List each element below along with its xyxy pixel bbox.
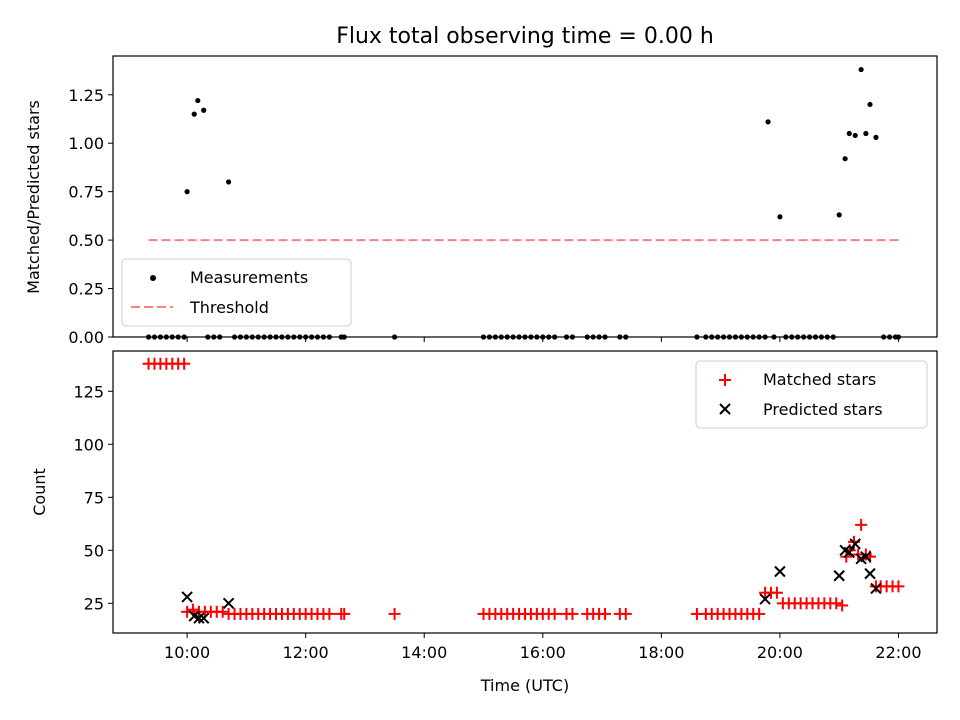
legend-label-measurements: Measurements	[190, 268, 308, 287]
matched-point	[599, 607, 612, 620]
measurement-point	[195, 97, 201, 104]
measurement-point	[867, 101, 873, 108]
y-tick-label: 0.00	[68, 328, 104, 347]
bottom-legend: Matched stars Predicted stars	[695, 360, 928, 429]
measurement-point	[184, 189, 190, 195]
measurement-point	[852, 132, 858, 139]
bottom-y-axis-label: Count	[30, 468, 49, 516]
matched-point	[753, 607, 766, 620]
x-tick-label: 18:00	[638, 643, 684, 662]
y-tick-label: 25	[84, 594, 104, 613]
predicted-point	[181, 591, 193, 603]
matched-point	[178, 357, 191, 370]
predicted-point	[774, 565, 786, 578]
top-legend: Measurements Threshold	[121, 258, 352, 327]
matched-point	[323, 607, 336, 620]
y-tick-label: 1.00	[68, 134, 104, 153]
predicted-point	[864, 567, 876, 580]
measurement-point	[777, 214, 783, 220]
measurement-point	[191, 111, 197, 117]
predicted-point	[197, 612, 210, 624]
y-tick-label: 0.25	[68, 280, 104, 299]
chart-title: Flux total observing time = 0.00 h	[336, 24, 714, 49]
y-tick-label: 50	[84, 541, 104, 560]
bottom-data-points	[142, 357, 905, 624]
matched-point	[388, 607, 401, 620]
predicted-point	[222, 597, 235, 610]
y-tick-label: 0.75	[68, 183, 104, 202]
matched-point	[830, 597, 843, 610]
measurement-point	[873, 134, 879, 140]
matched-point	[855, 518, 868, 531]
predicted-point	[833, 570, 845, 582]
legend-marker-measurements	[150, 275, 156, 281]
legend-label-threshold: Threshold	[189, 298, 269, 317]
measurement-point	[225, 179, 232, 185]
bottom-x-ticks: 10:00 12:00 14:00 16:00 18:00 20:00 22:00	[164, 633, 922, 662]
measurement-point	[858, 66, 864, 73]
predicted-point	[860, 550, 872, 563]
matched-point	[216, 605, 229, 618]
x-tick-label: 10:00	[164, 643, 210, 662]
measurement-point	[836, 212, 842, 218]
predicted-point	[193, 612, 205, 624]
y-tick-label: 75	[84, 488, 104, 507]
x-tick-label: 12:00	[283, 643, 329, 662]
y-tick-label: 1.25	[68, 86, 104, 105]
bottom-panel: 25 50 75 100 125 10:00 12:00 14:00 16:00 18:00 20…	[30, 350, 938, 695]
measurement-point	[201, 107, 207, 113]
measurement-point	[765, 119, 771, 125]
bottom-y-ticks: 25 50 75 100 125	[73, 382, 113, 613]
x-tick-label: 20:00	[757, 643, 803, 662]
matched-point	[566, 607, 579, 620]
y-tick-label: 0.50	[68, 231, 104, 250]
top-y-ticks: 0.00 0.25 0.50 0.75 1.00 1.25	[68, 86, 113, 347]
top-x-ticks	[186, 337, 899, 342]
x-tick-label: 14:00	[401, 643, 447, 662]
predicted-point	[759, 593, 771, 605]
y-tick-label: 125	[73, 382, 104, 401]
top-y-axis-label: Matched/Predicted stars	[24, 100, 43, 294]
y-tick-label: 100	[73, 435, 104, 454]
legend-label-matched: Matched stars	[763, 370, 876, 389]
matched-point	[836, 599, 849, 612]
matched-point	[338, 607, 351, 620]
x-axis-label: Time (UTC)	[480, 676, 569, 695]
legend-marker-matched	[719, 374, 731, 386]
matched-point	[770, 586, 783, 599]
measurement-point	[846, 130, 852, 137]
predicted-point	[843, 546, 855, 559]
measurement-point	[863, 130, 869, 137]
top-panel: 0.00 0.25 0.50 0.75 1.00 1.25 Matched/Predict…	[24, 55, 938, 347]
measurement-point	[842, 156, 848, 162]
matched-point	[619, 607, 632, 620]
x-tick-label: 16:00	[520, 643, 566, 662]
legend-marker-predicted	[719, 403, 731, 415]
top-axes-frame	[112, 55, 938, 338]
x-tick-label: 22:00	[875, 643, 921, 662]
bottom-axes-frame	[112, 350, 938, 634]
legend-label-predicted: Predicted stars	[763, 400, 883, 419]
predicted-point	[870, 582, 882, 595]
matched-point	[548, 607, 561, 620]
predicted-point	[849, 538, 861, 550]
matched-point	[892, 580, 905, 593]
